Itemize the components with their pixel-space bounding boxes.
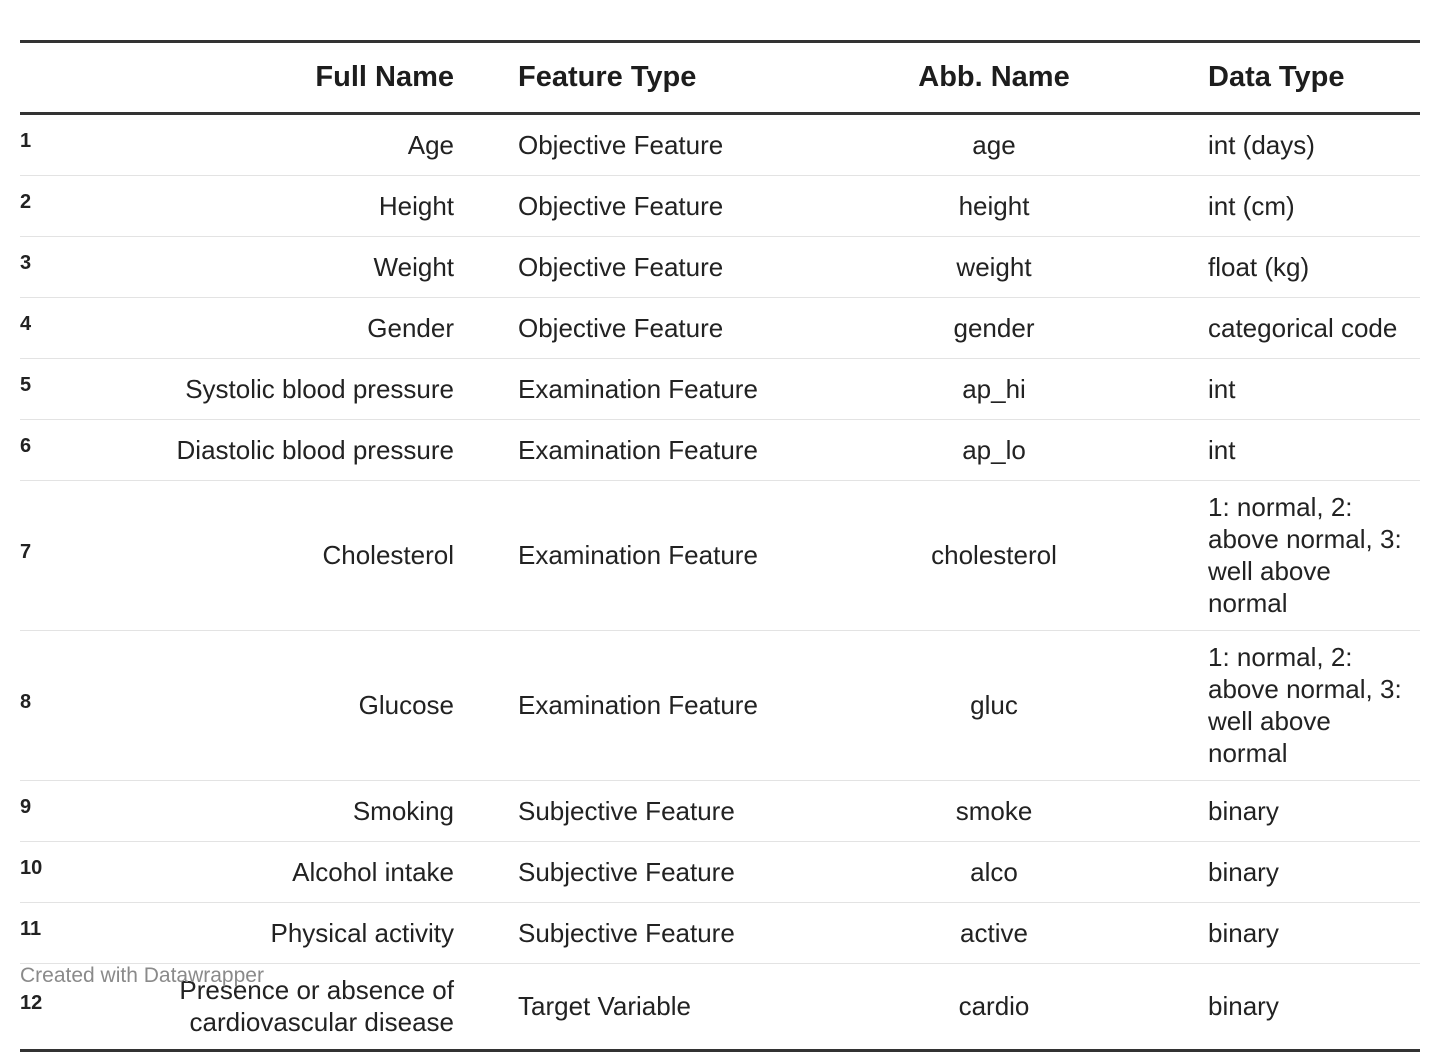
table-row: 5 Systolic blood pressure Examination Feat… xyxy=(20,358,1420,420)
cell-index: 7 xyxy=(20,480,106,631)
cell-index: 2 xyxy=(20,175,106,237)
cell-index: 6 xyxy=(20,419,106,481)
cell-abb-name: ap_hi xyxy=(844,358,1144,420)
cell-abb-name: ap_lo xyxy=(844,419,1144,481)
table-row: 9 Smoking Subjective Feature smoke binary xyxy=(20,780,1420,842)
header-index xyxy=(20,41,106,115)
cell-index: 11 xyxy=(20,902,106,964)
cell-data-type: binary xyxy=(1144,902,1420,964)
cell-data-type: int xyxy=(1144,419,1420,481)
cell-full-name: Age xyxy=(106,113,466,176)
cell-abb-name: height xyxy=(844,175,1144,237)
cell-abb-name: active xyxy=(844,902,1144,964)
header-data-type: Data Type xyxy=(1144,41,1420,115)
table-row: 4 Gender Objective Feature gender categorica… xyxy=(20,297,1420,359)
table-row: 1 Age Objective Feature age int (days) xyxy=(20,113,1420,176)
feature-table: Full Name Feature Type Abb. Name Data Ty… xyxy=(20,40,1420,1052)
cell-index: 1 xyxy=(20,113,106,176)
cell-data-type: categorical code xyxy=(1144,297,1420,359)
cell-index: 5 xyxy=(20,358,106,420)
cell-index: 9 xyxy=(20,780,106,842)
cell-full-name: Smoking xyxy=(106,780,466,842)
header-abb-name: Abb. Name xyxy=(844,41,1144,115)
cell-full-name: Cholesterol xyxy=(106,480,466,631)
cell-full-name: Systolic blood pressure xyxy=(106,358,466,420)
footer-credit: Created with Datawrapper xyxy=(20,964,264,987)
data-table-container: Full Name Feature Type Abb. Name Data Ty… xyxy=(20,40,1420,1052)
cell-feature-type: Subjective Feature xyxy=(466,902,844,964)
cell-feature-type: Objective Feature xyxy=(466,113,844,176)
cell-feature-type: Examination Feature xyxy=(466,419,844,481)
cell-data-type: 1: normal, 2: above normal, 3: well abov… xyxy=(1144,630,1420,781)
table-row: 6 Diastolic blood pressure Examination Fea… xyxy=(20,419,1420,481)
cell-data-type: binary xyxy=(1208,991,1279,1021)
cell-data-type: int xyxy=(1144,358,1420,420)
cell-data-type: binary xyxy=(1144,841,1420,903)
cell-feature-type: Subjective Feature xyxy=(466,780,844,842)
header-row: Full Name Feature Type Abb. Name Data Ty… xyxy=(20,41,1420,115)
cell-data-type: 1: normal, 2: above normal, 3: well abov… xyxy=(1144,480,1420,631)
cell-feature-type: Objective Feature xyxy=(466,297,844,359)
cell-feature-type: Objective Feature xyxy=(466,175,844,237)
cell-abb-name: gender xyxy=(844,297,1144,359)
table-row: 3 Weight Objective Feature weight float (kg) xyxy=(20,236,1420,298)
cell-abb-name: alco xyxy=(844,841,1144,903)
cell-full-name: Physical activity xyxy=(106,902,466,964)
cell-index: 8 xyxy=(20,630,106,781)
cell-feature-type: Objective Feature xyxy=(466,236,844,298)
cell-data-type: float (kg) xyxy=(1144,236,1420,298)
cell-index: 4 xyxy=(20,297,106,359)
cell-full-name: Weight xyxy=(106,236,466,298)
table-row: 10 Alcohol intake Subjective Feature alco bi… xyxy=(20,841,1420,903)
cell-feature-type: Examination Feature xyxy=(466,480,844,631)
cell-abb-name: smoke xyxy=(844,780,1144,842)
cell-index: 12 xyxy=(20,991,43,1014)
cell-abb-name: cardio xyxy=(958,991,1030,1021)
cell-index: 10 xyxy=(20,841,106,903)
cell-abb-name: cholesterol xyxy=(844,480,1144,631)
cell-data-type: int (cm) xyxy=(1144,175,1420,237)
cell-abb-name: gluc xyxy=(844,630,1144,781)
cell-abb-name: age xyxy=(844,113,1144,176)
cell-full-name: Alcohol intake xyxy=(106,841,466,903)
header-full-name: Full Name xyxy=(106,41,466,115)
table-row: 2 Height Objective Feature height int (cm) xyxy=(20,175,1420,237)
cell-feature-type: Target Variable xyxy=(518,991,691,1021)
table-row: 8 Glucose Examination Feature gluc 1: normal… xyxy=(20,630,1420,781)
header-feature-type: Feature Type xyxy=(466,41,844,115)
cell-feature-type: Examination Feature xyxy=(466,630,844,781)
cell-feature-type: Examination Feature xyxy=(466,358,844,420)
cell-full-name: Diastolic blood pressure xyxy=(106,419,466,481)
cell-full-name: Gender xyxy=(106,297,466,359)
cell-data-type: binary xyxy=(1144,780,1420,842)
cell-index: 3 xyxy=(20,236,106,298)
cell-full-name: Glucose xyxy=(106,630,466,781)
cell-full-name: Height xyxy=(106,175,466,237)
table-header: Full Name Feature Type Abb. Name Data Ty… xyxy=(20,41,1420,115)
cell-abb-name: weight xyxy=(844,236,1144,298)
table-row: 11 Physical activity Subjective Feature act… xyxy=(20,902,1420,964)
table-body: 1 Age Objective Feature age int (days) 2 Heigh… xyxy=(20,113,1420,1051)
cell-data-type: int (days) xyxy=(1144,113,1420,176)
cell-feature-type: Subjective Feature xyxy=(466,841,844,903)
table-row: 7 Cholesterol Examination Feature cholester… xyxy=(20,480,1420,631)
